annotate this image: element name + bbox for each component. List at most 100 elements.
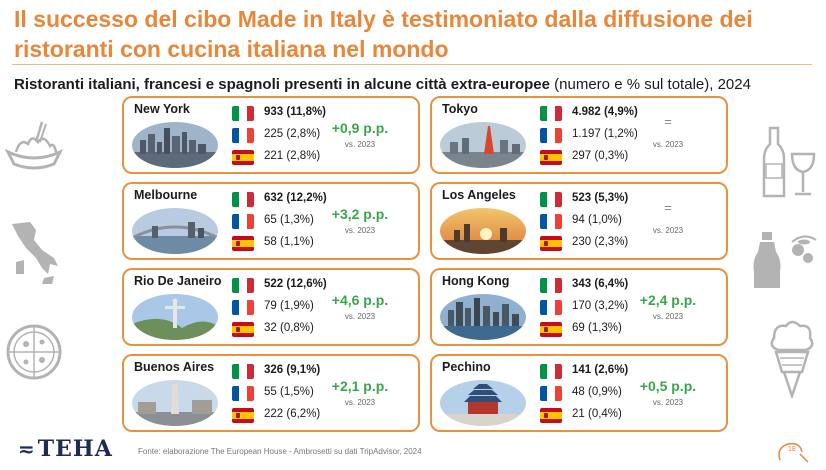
row-spain: 69 (1,3%) <box>540 321 670 339</box>
france-value: 225 (2,8%) <box>264 128 321 140</box>
row-spain: 21 (0,4%) <box>540 407 670 425</box>
delta-value: = <box>664 200 672 215</box>
row-france: 94 (1,0%) <box>540 213 670 231</box>
city-card-new-york: New York 933 (11,8%) 225 (2,8%) 221 (2,8… <box>122 96 420 174</box>
city-name: Rio De Janeiro <box>134 274 222 288</box>
subtitle-main: Ristoranti italiani, francesi e spagnoli… <box>14 76 550 93</box>
city-card-tokyo: Tokyo 4.982 (4,9%) 1.197 (1,2%) 297 (0,3… <box>430 96 728 174</box>
city-photo-new-york <box>132 122 218 168</box>
city-photo-tokyo <box>440 122 526 168</box>
olive-oil-icon <box>753 232 817 288</box>
france-value: 170 (3,2%) <box>572 300 629 312</box>
page-number: 18 <box>788 446 796 453</box>
italy-flag-icon <box>232 364 254 379</box>
wine-icon <box>762 126 816 198</box>
city-name: Tokyo <box>442 102 478 116</box>
france-value: 48 (0,9%) <box>572 386 622 398</box>
italy-flag-icon <box>232 278 254 293</box>
teha-logo-mark-icon: ≂ <box>18 437 36 461</box>
spain-value: 69 (1,3%) <box>572 322 622 334</box>
subtitle-units: (numero e % sul totale), 2024 <box>550 76 751 93</box>
italy-flag-icon <box>540 106 562 121</box>
row-spain: 32 (0,8%) <box>232 321 362 339</box>
italy-value: 523 (5,3%) <box>572 192 629 204</box>
spain-flag-icon <box>540 408 562 423</box>
spain-flag-icon <box>540 236 562 251</box>
row-italy: 343 (6,4%) <box>540 277 670 295</box>
city-photo-pechino <box>440 380 526 426</box>
france-value: 55 (1,5%) <box>264 386 314 398</box>
italy-value: 326 (9,1%) <box>264 364 321 376</box>
row-spain: 221 (2,8%) <box>232 149 362 167</box>
italy-value: 343 (6,4%) <box>572 278 629 290</box>
row-france: 65 (1,3%) <box>232 213 362 231</box>
italy-flag-icon <box>232 106 254 121</box>
spain-flag-icon <box>232 150 254 165</box>
city-card-melbourne: Melbourne 632 (12,2%) 65 (1,3%) 58 (1,1%… <box>122 182 420 260</box>
france-value: 94 (1,0%) <box>572 214 622 226</box>
slide-title: Il successo del cibo Made in Italy è tes… <box>14 6 753 62</box>
italy-value: 522 (12,6%) <box>264 278 327 290</box>
france-flag-icon <box>540 386 562 401</box>
chart-subtitle: Ristoranti italiani, francesi e spagnoli… <box>14 75 824 95</box>
vs-label: vs. 2023 <box>344 140 376 149</box>
city-name: Melbourne <box>134 188 198 202</box>
row-italy: 141 (2,6%) <box>540 363 670 381</box>
spain-flag-icon <box>540 322 562 337</box>
delta-value: +2,1 p.p. <box>331 378 389 394</box>
row-france: 225 (2,8%) <box>232 127 362 145</box>
spain-value: 221 (2,8%) <box>264 150 321 162</box>
vs-label: vs. 2023 <box>652 140 684 149</box>
france-flag-icon <box>540 214 562 229</box>
france-flag-icon <box>232 128 254 143</box>
spain-flag-icon <box>232 408 254 423</box>
delta-value: +3,2 p.p. <box>331 206 389 222</box>
spain-value: 297 (0,3%) <box>572 150 629 162</box>
city-card-los-angeles: Los Angeles 523 (5,3%) 94 (1,0%) 230 (2,… <box>430 182 728 260</box>
row-spain: 230 (2,3%) <box>540 235 670 253</box>
italy-flag-icon <box>232 192 254 207</box>
pizza-icon <box>6 324 62 380</box>
city-name: New York <box>134 102 190 116</box>
delta-value: +0,5 p.p. <box>639 378 697 394</box>
delta-value: = <box>664 114 672 129</box>
city-card-rio-de-janeiro: Rio De Janeiro 522 (12,6%) 79 (1,9%) 32 … <box>122 268 420 346</box>
row-italy: 523 (5,3%) <box>540 191 670 209</box>
row-italy: 933 (11,8%) <box>232 105 362 123</box>
city-photo-melbourne <box>132 208 218 254</box>
spain-value: 32 (0,8%) <box>264 322 314 334</box>
row-france: 170 (3,2%) <box>540 299 670 317</box>
delta-value: +0,9 p.p. <box>331 120 389 136</box>
france-flag-icon <box>232 214 254 229</box>
gelato-icon <box>770 320 814 398</box>
city-name: Los Angeles <box>442 188 516 202</box>
city-photo-hong-kong <box>440 294 526 340</box>
source-note: Fonte: elaborazione The European House -… <box>138 447 422 456</box>
spain-value: 58 (1,1%) <box>264 236 314 248</box>
france-flag-icon <box>232 386 254 401</box>
pasta-icon <box>4 121 64 170</box>
row-italy: 326 (9,1%) <box>232 363 362 381</box>
city-name: Hong Kong <box>442 274 510 288</box>
row-spain: 222 (6,2%) <box>232 407 362 425</box>
france-value: 65 (1,3%) <box>264 214 314 226</box>
spain-flag-icon <box>540 150 562 165</box>
city-name: Pechino <box>442 360 491 374</box>
row-france: 55 (1,5%) <box>232 385 362 403</box>
italy-flag-icon <box>540 278 562 293</box>
vs-label: vs. 2023 <box>652 398 684 407</box>
teha-logo: ≂TEHA <box>18 436 113 462</box>
italy-value: 141 (2,6%) <box>572 364 629 376</box>
vs-label: vs. 2023 <box>344 226 376 235</box>
france-flag-icon <box>540 300 562 315</box>
spain-flag-icon <box>232 236 254 251</box>
france-value: 79 (1,9%) <box>264 300 314 312</box>
city-card-hong-kong: Hong Kong 343 (6,4%) 170 (3,2%) 69 (1,3%… <box>430 268 728 346</box>
city-photo-buenos-aires <box>132 380 218 426</box>
delta-value: +2,4 p.p. <box>639 292 697 308</box>
page-badge-icon <box>778 442 809 463</box>
spain-value: 222 (6,2%) <box>264 408 321 420</box>
vs-label: vs. 2023 <box>652 312 684 321</box>
logo-text: TEHA <box>37 436 113 462</box>
row-spain: 297 (0,3%) <box>540 149 670 167</box>
